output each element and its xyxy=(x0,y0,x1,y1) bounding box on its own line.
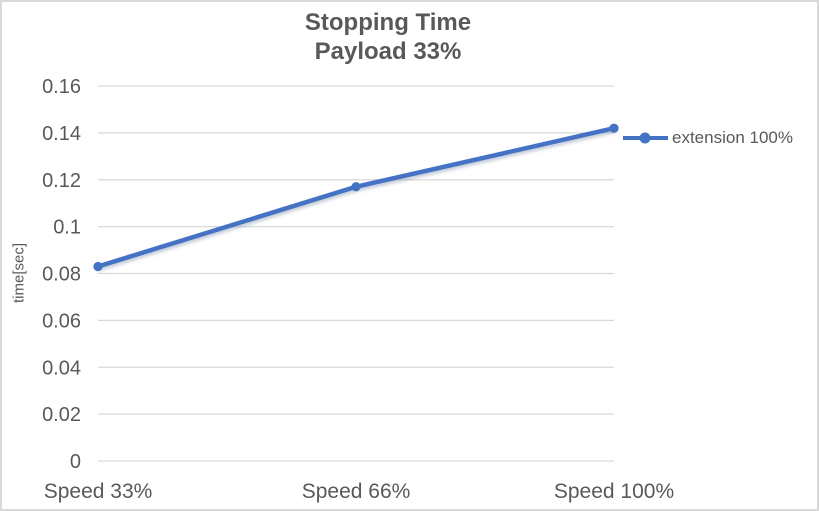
data-point-marker xyxy=(609,123,619,133)
gridlines-group xyxy=(98,85,614,462)
data-point-marker xyxy=(93,261,103,272)
y-tick-label: 0.02 xyxy=(42,404,81,426)
y-tick-label: 0.14 xyxy=(42,123,81,145)
x-category-label: Speed 33% xyxy=(44,480,153,503)
x-category-labels-group: Speed 33% Speed 66% Speed 100% xyxy=(44,480,674,503)
chart-title-line2: Payload 33% xyxy=(314,38,462,65)
series-line xyxy=(95,125,617,269)
x-category-label: Speed 66% xyxy=(302,480,411,503)
chart-title-line1: Stopping Time xyxy=(304,9,472,36)
y-tick-label: 0.08 xyxy=(42,264,81,286)
legend-line-marker-icon xyxy=(623,132,668,144)
legend[interactable]: extension 100% xyxy=(622,128,793,148)
y-tick-label: 0.16 xyxy=(42,76,81,98)
y-tick-label: 0.12 xyxy=(42,170,81,192)
chart-title: Stopping Time Payload 33% xyxy=(2,8,774,66)
y-tick-labels-group: 0 0.02 0.04 0.06 0.08 0.1 0.12 0.14 0.16 xyxy=(42,76,81,473)
legend-label: extension 100% xyxy=(672,128,793,147)
y-tick-label: 0 xyxy=(70,451,81,473)
y-tick-label: 0.04 xyxy=(42,357,81,379)
series-group xyxy=(93,123,619,272)
data-point-marker xyxy=(351,182,361,192)
x-category-label: Speed 100% xyxy=(554,480,674,503)
y-tick-label: 0.1 xyxy=(53,217,81,239)
y-tick-label: 0.06 xyxy=(42,310,81,332)
